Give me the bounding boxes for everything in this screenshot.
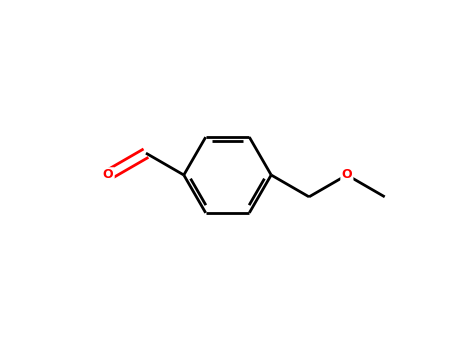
Text: O: O bbox=[342, 168, 352, 182]
Text: O: O bbox=[103, 168, 113, 182]
